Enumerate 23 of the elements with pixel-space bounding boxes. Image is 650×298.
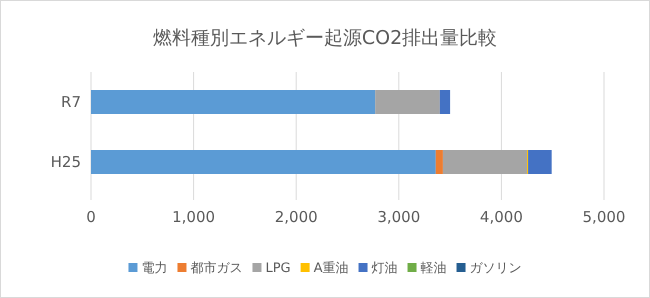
bar: [91, 150, 436, 174]
x-tick-label: 4,000: [480, 208, 523, 226]
legend-label: 灯油: [372, 261, 398, 276]
legend-label: 都市ガス: [190, 261, 242, 276]
x-tick-label: 2,000: [274, 208, 318, 226]
x-tick-label: 5,000: [582, 208, 626, 226]
legend-label: LPG: [265, 261, 291, 276]
legend-label: 電力: [141, 261, 168, 276]
y-tick-label: H25: [50, 153, 81, 171]
x-tick-label: 1,000: [172, 208, 216, 226]
legend-label: 軽油: [420, 261, 447, 276]
bar: [436, 150, 443, 174]
bar: [442, 150, 528, 174]
y-tick-label: R7: [61, 93, 81, 111]
x-tick-label: 0: [86, 208, 96, 226]
bar: [528, 150, 552, 174]
bar: [91, 90, 376, 114]
legend-label: A重油: [314, 261, 349, 276]
chart-title: 燃料種別エネルギー起源CO2排出量比較: [152, 27, 498, 49]
bar: [440, 90, 450, 114]
legend-label: ガソリン: [470, 261, 522, 276]
x-tick-label: 3,000: [377, 208, 420, 226]
bar: [375, 90, 440, 114]
